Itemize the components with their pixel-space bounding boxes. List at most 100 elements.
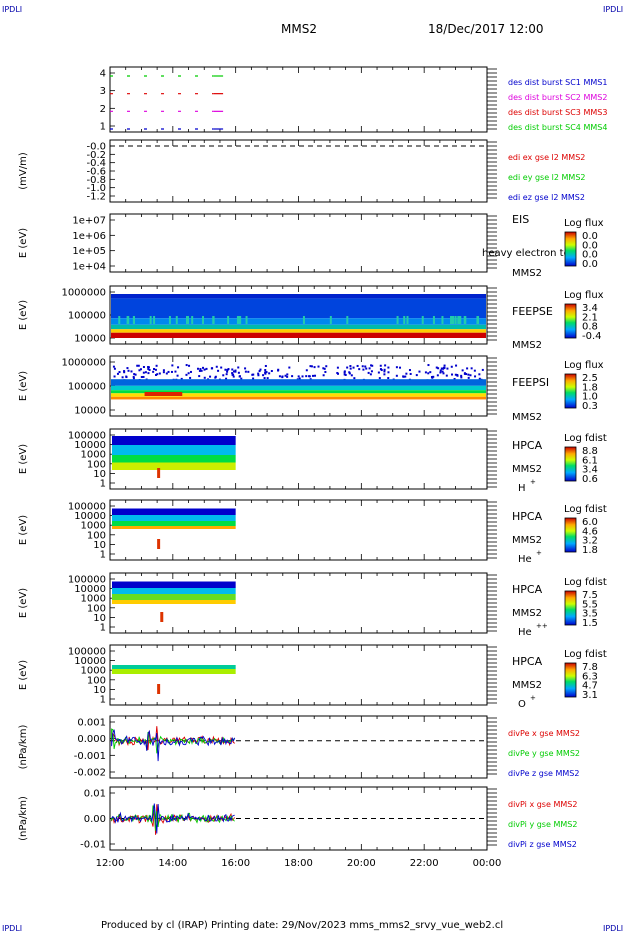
spectrogram-pixel: [132, 375, 135, 378]
instrument-label: HPCA: [512, 655, 543, 668]
spectrogram-pixel: [367, 371, 370, 374]
spectrogram-band: [112, 594, 236, 600]
spectrogram-pixel: [191, 316, 194, 324]
spectrogram-pixel: [138, 369, 141, 372]
spectrogram-pixel: [352, 366, 355, 369]
spectrogram-pixel: [231, 372, 234, 375]
species-charge: ++: [536, 622, 548, 630]
spectrogram-pixel: [317, 365, 320, 368]
spectrogram-pixel: [364, 365, 367, 368]
spectrogram-pixel: [123, 370, 126, 373]
species-label: O: [518, 699, 526, 710]
colorbar-tick-label: 0.0: [582, 240, 598, 251]
spectrogram-pixel: [130, 370, 133, 373]
spacecraft-label: MMS2: [512, 680, 542, 691]
y-tick-label: 100: [87, 530, 106, 541]
spectrogram-pixel: [343, 373, 346, 376]
spacecraft-label: MMS2: [512, 608, 542, 619]
spectrogram-pixel: [474, 375, 477, 378]
spectrogram-pixel: [198, 369, 201, 372]
spectrogram-pixel: [153, 367, 156, 370]
spectrogram-pixel: [126, 367, 129, 370]
spectrogram-pixel: [231, 373, 234, 376]
spectrogram-pixel: [383, 368, 386, 371]
spectrogram-pixel: [209, 375, 212, 378]
spectrogram-pixel: [450, 365, 453, 368]
y-tick-label: 10000: [74, 406, 106, 417]
spectrogram-pixel: [142, 366, 145, 369]
spectrogram-pixel: [224, 368, 227, 371]
spectrogram-pixel: [415, 374, 418, 377]
spectrogram-pixel: [322, 374, 325, 377]
spectrogram-pixel: [439, 371, 442, 374]
spectrogram-pixel: [127, 369, 130, 372]
y-tick-label: 0.000: [77, 734, 106, 745]
spectrogram-pixel: [324, 370, 327, 373]
spectrogram-pixel: [478, 377, 481, 380]
spectrogram-pixel: [257, 374, 260, 377]
spectrogram-pixel: [215, 365, 218, 368]
colorbar-tick-label: 1.8: [582, 545, 598, 556]
y-tick-label: 1000000: [61, 288, 106, 299]
spectrogram-pixel: [264, 372, 267, 375]
spectrogram-pixel: [470, 367, 473, 370]
spectrogram-band: [111, 329, 486, 333]
spectrogram-pixel: [383, 373, 386, 376]
corner-label-top-left: IPDLI: [2, 5, 23, 14]
spectrogram-pixel: [350, 374, 353, 377]
spectrogram-pixel: [312, 374, 315, 377]
spectrogram-pixel: [262, 374, 265, 377]
datetime-title: 18/Dec/2017 12:00: [428, 22, 544, 36]
spectrogram-band: [111, 318, 486, 325]
spectrogram-pixel: [305, 375, 308, 378]
spectrogram-pixel: [368, 367, 371, 370]
spectrogram-pixel: [125, 376, 128, 379]
spectrogram-pixel: [408, 369, 411, 372]
spectrogram-pixel: [465, 373, 468, 376]
spectrogram-spike: [157, 539, 161, 549]
spectrogram-pixel: [217, 369, 220, 372]
y-tick-label: 1: [100, 623, 106, 634]
legend-entry: divPe z gse MMS2: [508, 769, 579, 778]
spectrogram-pixel: [348, 371, 351, 374]
spectrogram-pixel: [454, 373, 457, 376]
y-tick-label: 100000: [68, 382, 106, 393]
y-tick-label: -1.0: [86, 183, 106, 194]
spectrogram-pixel: [245, 316, 248, 324]
colorbar-tick-label: 3.2: [582, 536, 598, 547]
spectrogram-pixel: [113, 375, 116, 378]
colorbar-title: Log flux: [564, 290, 604, 301]
spectrogram-pixel: [387, 366, 390, 369]
y-tick-label: -0.0: [86, 142, 106, 153]
spectrogram-pixel: [174, 370, 177, 373]
spacecraft-label: MMS2: [512, 340, 542, 351]
spectrogram-pixel: [377, 371, 380, 374]
colorbar: [564, 373, 577, 409]
y-tick-label: -0.01: [80, 840, 106, 851]
y-tick-label: 1: [100, 695, 106, 706]
y-axis-label: E (eV): [18, 515, 29, 545]
spectrogram-band: [111, 324, 486, 330]
colorbar-tick-label: 0.3: [582, 401, 598, 412]
spectrogram-pixel: [237, 316, 240, 324]
spectrogram-pixel: [196, 367, 199, 370]
instrument-label: HPCA: [512, 510, 543, 523]
spectrogram-pixel: [252, 377, 255, 380]
spectrogram-pixel: [349, 367, 352, 370]
colorbar-tick-label: 6.3: [582, 671, 598, 682]
y-tick-label: 100: [87, 459, 106, 470]
spectrogram-band: [111, 332, 486, 338]
spectrogram-pixel: [284, 374, 287, 377]
time-axis-tick-label: 20:00: [347, 858, 376, 869]
spectrogram-pixel: [257, 372, 260, 375]
instrument-label: HPCA: [512, 439, 543, 452]
spectrogram-pixel: [258, 370, 261, 373]
spectrogram-band: [112, 521, 236, 526]
spectrogram-pixel: [379, 368, 382, 371]
spectrogram-pixel: [132, 377, 135, 380]
spectrogram-pixel: [227, 316, 230, 324]
colorbar-title: Log fdist: [564, 577, 607, 588]
legend-entry: divPi x gse MMS2: [508, 800, 577, 809]
spectrogram-pixel: [308, 375, 311, 378]
colorbar: [564, 231, 577, 267]
